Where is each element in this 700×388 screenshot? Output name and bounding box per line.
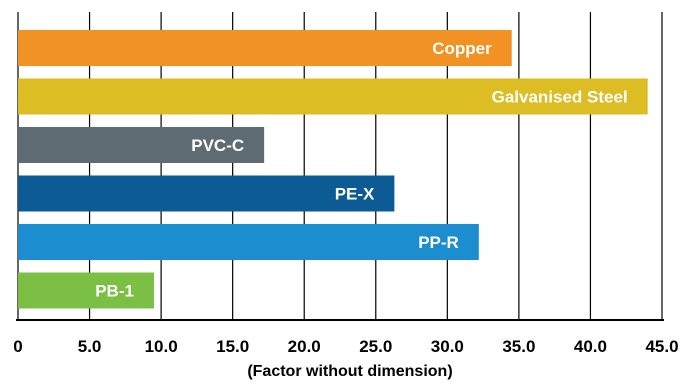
- bar-label: PVC-C: [191, 136, 244, 155]
- bar-galvanised-steel: [18, 78, 648, 115]
- bar-pe-x: [18, 175, 395, 212]
- x-tick-label: 30.0: [431, 337, 464, 356]
- bar-labels: Copper Galvanised Steel PVC-C PE-X PP-R PB-1: [95, 39, 627, 301]
- x-tick-label: 20.0: [288, 337, 321, 356]
- bars: [18, 30, 648, 309]
- x-axis-title: (Factor without dimension): [247, 363, 452, 380]
- bar-pp-r: [18, 224, 479, 260]
- x-tick-label: 45.0: [645, 337, 678, 356]
- x-tick-label: 25.0: [359, 337, 392, 356]
- bar-pb-1: [18, 272, 154, 309]
- x-tick-label: 35.0: [502, 337, 535, 356]
- x-tick-label: 40.0: [574, 337, 607, 356]
- x-tick-label: 10.0: [145, 337, 178, 356]
- bar-label: Copper: [432, 39, 492, 58]
- x-tick-label: 5.0: [78, 337, 102, 356]
- bar-pvc-c: [18, 127, 265, 163]
- bar-copper: [18, 30, 512, 66]
- bar-label: PP-R: [418, 233, 459, 252]
- bar-label: Galvanised Steel: [492, 88, 628, 107]
- bar-label: PE-X: [335, 185, 375, 204]
- x-tick-label: 15.0: [216, 337, 249, 356]
- x-axis: 0 5.0 10.0 15.0 20.0 25.0 30.0 35.0 40.0 45.0: [13, 319, 679, 356]
- x-tick-label: 0: [13, 337, 22, 356]
- bar-label: PB-1: [95, 282, 134, 301]
